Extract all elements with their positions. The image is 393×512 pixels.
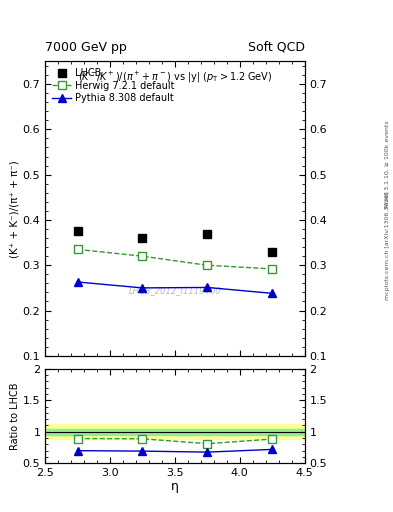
Text: Rivet 3.1.10, ≥ 100k events: Rivet 3.1.10, ≥ 100k events bbox=[385, 120, 389, 208]
Y-axis label: Ratio to LHCB: Ratio to LHCB bbox=[10, 382, 20, 450]
LHCB bbox=[140, 235, 145, 241]
LHCB bbox=[205, 230, 209, 237]
Herwig 7.2.1 default bbox=[205, 262, 209, 268]
Text: 7000 GeV pp: 7000 GeV pp bbox=[45, 41, 127, 54]
X-axis label: η: η bbox=[171, 480, 179, 493]
Text: LHCB_2012_I1119400: LHCB_2012_I1119400 bbox=[129, 287, 221, 295]
Herwig 7.2.1 default bbox=[75, 246, 80, 252]
Pythia 8.308 default bbox=[140, 285, 145, 291]
Herwig 7.2.1 default bbox=[270, 266, 274, 272]
Legend: LHCB, Herwig 7.2.1 default, Pythia 8.308 default: LHCB, Herwig 7.2.1 default, Pythia 8.308… bbox=[50, 66, 177, 105]
Bar bbox=[45, 424, 305, 439]
Text: Soft QCD: Soft QCD bbox=[248, 41, 305, 54]
Pythia 8.308 default bbox=[205, 284, 209, 290]
Line: Pythia 8.308 default: Pythia 8.308 default bbox=[74, 278, 276, 297]
Text: mcplots.cern.ch [arXiv:1306.3436]: mcplots.cern.ch [arXiv:1306.3436] bbox=[385, 191, 389, 300]
Bar bbox=[45, 429, 305, 435]
LHCB bbox=[75, 228, 80, 234]
Pythia 8.308 default bbox=[75, 279, 80, 285]
LHCB bbox=[270, 249, 274, 255]
Pythia 8.308 default bbox=[270, 290, 274, 296]
Line: LHCB: LHCB bbox=[73, 227, 276, 256]
Y-axis label: (K⁺ + K⁻)/(π⁺ + π⁻): (K⁺ + K⁻)/(π⁺ + π⁻) bbox=[10, 160, 20, 258]
Line: Herwig 7.2.1 default: Herwig 7.2.1 default bbox=[74, 246, 276, 273]
Herwig 7.2.1 default bbox=[140, 253, 145, 259]
Text: $(K^-\!/K^+)/(\pi^+\!+\pi^-)$ vs |y| $(p_{\mathrm{T}} > 1.2\ \mathrm{GeV})$: $(K^-\!/K^+)/(\pi^+\!+\pi^-)$ vs |y| $(p… bbox=[77, 70, 272, 86]
